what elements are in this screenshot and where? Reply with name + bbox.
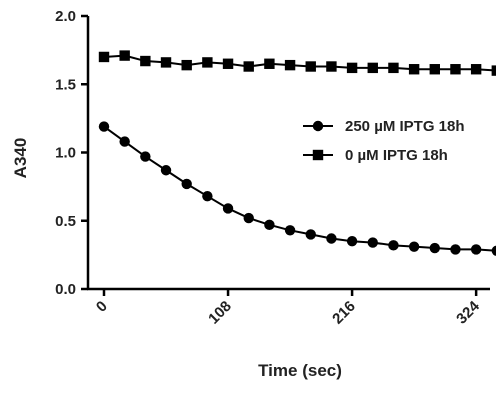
x-tick-label: 324	[453, 297, 483, 327]
data-point	[140, 55, 151, 67]
data-point	[98, 121, 110, 132]
data-point	[243, 212, 254, 224]
data-point	[284, 225, 296, 236]
data-point	[140, 151, 151, 162]
data-point	[119, 50, 130, 61]
data-point	[181, 59, 192, 71]
data-point	[119, 136, 130, 147]
data-point	[326, 61, 337, 72]
data-point	[491, 65, 496, 76]
data-point	[470, 64, 482, 75]
data-point	[326, 233, 337, 244]
data-point	[491, 245, 496, 256]
data-point	[181, 178, 192, 190]
x-tick-label: 0	[93, 298, 111, 316]
legend-marker	[312, 149, 324, 161]
data-point	[408, 64, 420, 75]
y-tick-label: 0.0	[55, 281, 76, 298]
data-point	[388, 240, 399, 251]
series-line-0	[103, 125, 496, 252]
data-point	[160, 165, 172, 176]
legend: 250 µM IPTG 18h 0 µM IPTG 18h	[303, 118, 465, 164]
data-point	[367, 237, 378, 248]
y-tick-label: 2.0	[55, 8, 76, 25]
data-point	[450, 64, 461, 75]
data-point	[305, 61, 316, 72]
legend-label: 0 µM IPTG 18h	[345, 147, 448, 164]
data-point	[450, 244, 461, 255]
y-tick-label: 1.0	[55, 145, 76, 162]
data-point	[408, 241, 420, 252]
y-tick-label: 1.5	[55, 76, 76, 93]
data-point	[429, 64, 440, 75]
data-point	[429, 242, 440, 254]
x-tick-label: 216	[329, 298, 359, 328]
data-point	[243, 61, 254, 72]
data-point	[346, 236, 358, 247]
legend-label: 250 µM IPTG 18h	[345, 118, 465, 135]
data-point	[367, 62, 378, 74]
data-point	[470, 244, 482, 255]
data-point	[284, 59, 296, 71]
data-point	[346, 62, 358, 74]
data-point	[222, 58, 234, 69]
y-tick-label: 0.5	[55, 213, 76, 230]
data-point	[160, 57, 172, 68]
data-point	[264, 58, 275, 69]
data-point	[222, 203, 234, 214]
legend-marker	[312, 120, 324, 132]
series-layer	[98, 50, 496, 256]
data-point	[202, 190, 213, 202]
data-point	[388, 62, 399, 74]
x-tick-label: 108	[205, 298, 235, 328]
x-axis-title: Time (sec)	[258, 361, 342, 380]
data-point	[202, 57, 213, 68]
data-point	[305, 229, 316, 240]
y-axis-title: A340	[11, 138, 30, 179]
data-point	[264, 219, 275, 231]
data-point	[98, 51, 110, 63]
